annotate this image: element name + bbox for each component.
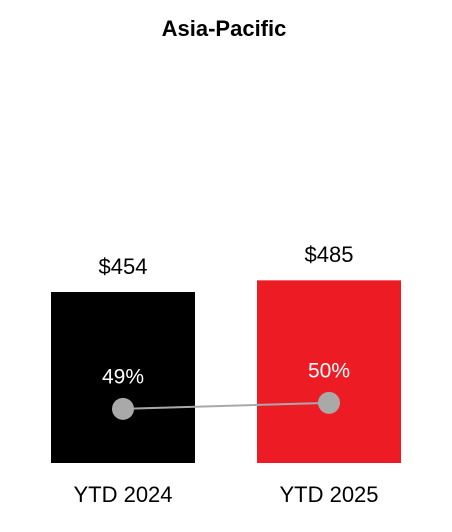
bar <box>257 280 401 463</box>
x-tick-label: YTD 2025 <box>279 482 378 507</box>
x-tick-label: YTD 2024 <box>73 482 172 507</box>
line <box>122 401 330 410</box>
line-marker <box>112 397 134 420</box>
bar <box>51 292 195 463</box>
line-value-label: 49% <box>102 365 144 388</box>
line-value-label: 50% <box>308 359 350 382</box>
bar-value-label: $454 <box>99 254 148 279</box>
line-marker <box>318 391 340 414</box>
chart-title: Asia-Pacific <box>162 16 287 41</box>
bar-value-label: $485 <box>305 242 354 267</box>
